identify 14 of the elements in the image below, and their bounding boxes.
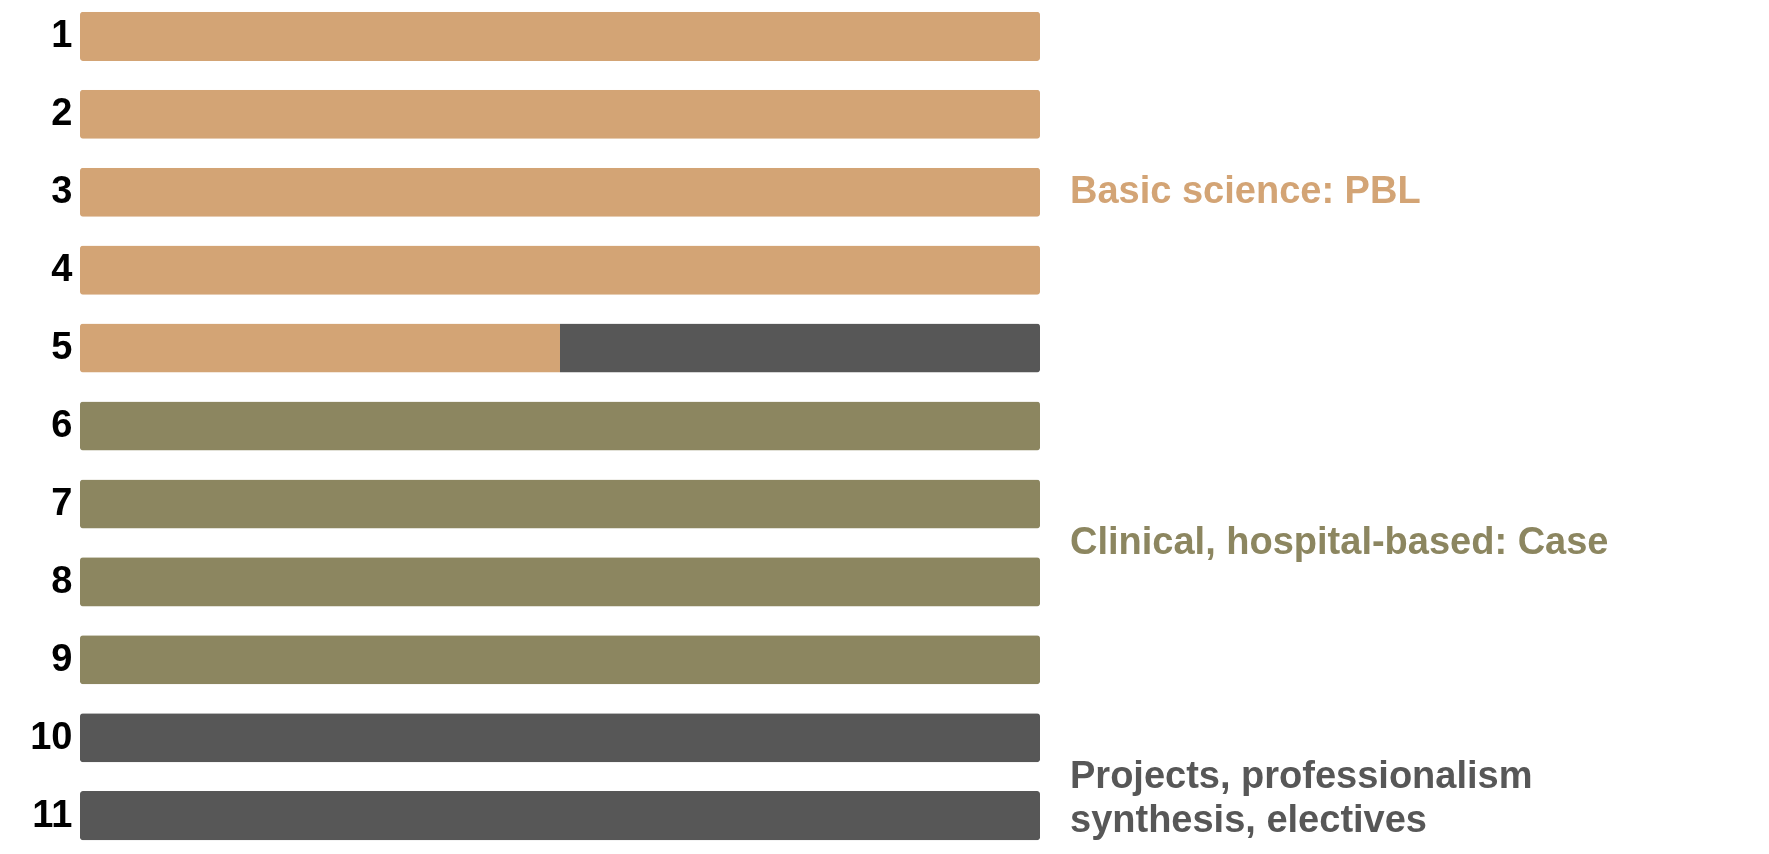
series-label: Basic science: PBL — [1070, 169, 1421, 212]
y-tick-label: 2 — [51, 91, 73, 134]
y-tick-label: 8 — [51, 558, 73, 601]
y-tick-label: 1 — [51, 13, 73, 56]
series-label: Projects, professionalism synthesis, electives — [1070, 753, 1533, 840]
y-tick-label: 9 — [51, 636, 73, 679]
series-label: Clinical, hospital-based: Case — [1070, 519, 1609, 562]
y-tick-label: 4 — [51, 247, 73, 290]
y-tick-label: 5 — [51, 325, 73, 368]
y-tick-label: 11 — [32, 792, 73, 835]
y-tick-label: 6 — [51, 403, 73, 445]
y-tick-label: 7 — [51, 480, 73, 523]
y-tick-label: 10 — [30, 714, 73, 757]
y-tick-label: 3 — [51, 169, 73, 212]
